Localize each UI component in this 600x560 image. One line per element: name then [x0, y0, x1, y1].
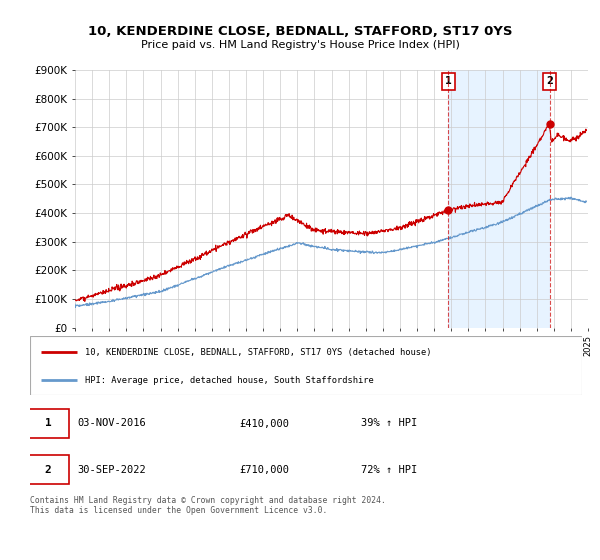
Text: 1: 1 [44, 418, 52, 428]
Text: HPI: Average price, detached house, South Staffordshire: HPI: Average price, detached house, Sout… [85, 376, 374, 385]
Text: 2: 2 [44, 465, 52, 475]
Text: £410,000: £410,000 [240, 418, 290, 428]
Text: 72% ↑ HPI: 72% ↑ HPI [361, 465, 418, 475]
Text: 30-SEP-2022: 30-SEP-2022 [77, 465, 146, 475]
Text: 2: 2 [546, 77, 553, 86]
FancyBboxPatch shape [30, 336, 582, 395]
Bar [448, 70, 550, 328]
FancyBboxPatch shape [27, 455, 68, 484]
Text: 03-NOV-2016: 03-NOV-2016 [77, 418, 146, 428]
Text: 10, KENDERDINE CLOSE, BEDNALL, STAFFORD, ST17 0YS (detached house): 10, KENDERDINE CLOSE, BEDNALL, STAFFORD,… [85, 348, 432, 357]
Text: £710,000: £710,000 [240, 465, 290, 475]
Text: 1: 1 [445, 77, 452, 86]
FancyBboxPatch shape [27, 409, 68, 438]
Text: 10, KENDERDINE CLOSE, BEDNALL, STAFFORD, ST17 0YS: 10, KENDERDINE CLOSE, BEDNALL, STAFFORD,… [88, 25, 512, 38]
Text: Price paid vs. HM Land Registry's House Price Index (HPI): Price paid vs. HM Land Registry's House … [140, 40, 460, 50]
Text: 39% ↑ HPI: 39% ↑ HPI [361, 418, 418, 428]
Text: Contains HM Land Registry data © Crown copyright and database right 2024.
This d: Contains HM Land Registry data © Crown c… [30, 496, 386, 515]
